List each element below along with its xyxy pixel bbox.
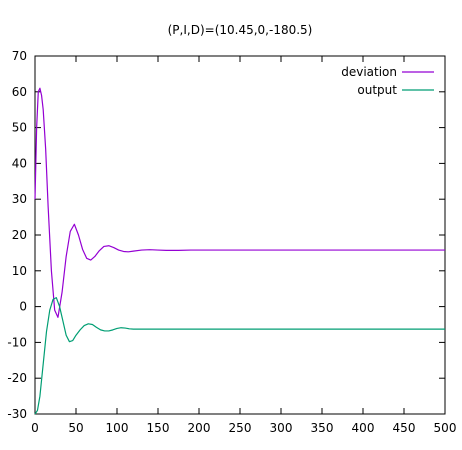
legend-label-deviation: deviation <box>341 65 397 79</box>
y-tick-label: -10 <box>7 335 27 349</box>
x-tick-label: 150 <box>147 421 170 435</box>
y-tick-label: 0 <box>19 300 27 314</box>
x-tick-label: 50 <box>68 421 83 435</box>
y-tick-label: 70 <box>12 49 27 63</box>
y-tick-label: 40 <box>12 156 27 170</box>
x-tick-label: 100 <box>106 421 129 435</box>
axis-ticks: 0 50 100 150 200 250 300 350 400 450 500 -30 -20 -10 0… <box>7 49 456 435</box>
x-tick-label: 200 <box>188 421 211 435</box>
y-tick-label: 20 <box>12 228 27 242</box>
series-layer <box>34 87 445 415</box>
x-tick-label: 450 <box>393 421 416 435</box>
x-tick-label: 500 <box>434 421 457 435</box>
y-tick-label: -20 <box>7 371 27 385</box>
x-tick-label: 350 <box>311 421 334 435</box>
y-tick-label: -30 <box>7 407 27 421</box>
y-tick-label: 30 <box>12 192 27 206</box>
x-tick-label: 300 <box>270 421 293 435</box>
x-tick-label: 400 <box>352 421 375 435</box>
legend-label-output: output <box>357 83 397 97</box>
y-tick-label: 10 <box>12 264 27 278</box>
series-line-deviation <box>34 87 445 318</box>
legend: deviation output <box>341 65 434 97</box>
x-tick-label: 250 <box>229 421 252 435</box>
plot-frame <box>34 55 446 415</box>
y-tick-label: 50 <box>12 121 27 135</box>
series-line-output <box>34 297 445 415</box>
x-tick-label: 0 <box>31 421 39 435</box>
y-tick-label: 60 <box>12 85 27 99</box>
chart-title: (P,I,D)=(10.45,0,-180.5) <box>168 23 313 37</box>
